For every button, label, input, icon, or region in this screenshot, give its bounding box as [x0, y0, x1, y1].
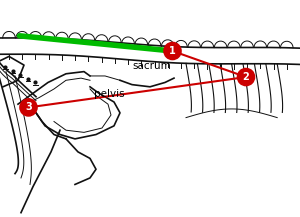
Point	[170, 49, 175, 53]
Text: 3: 3	[25, 102, 32, 112]
Text: sacrum: sacrum	[132, 61, 171, 71]
Text: pelvis: pelvis	[94, 89, 125, 99]
Point	[26, 106, 31, 109]
Text: 2: 2	[243, 72, 249, 82]
Text: 1: 1	[169, 46, 176, 56]
Point	[244, 75, 248, 79]
